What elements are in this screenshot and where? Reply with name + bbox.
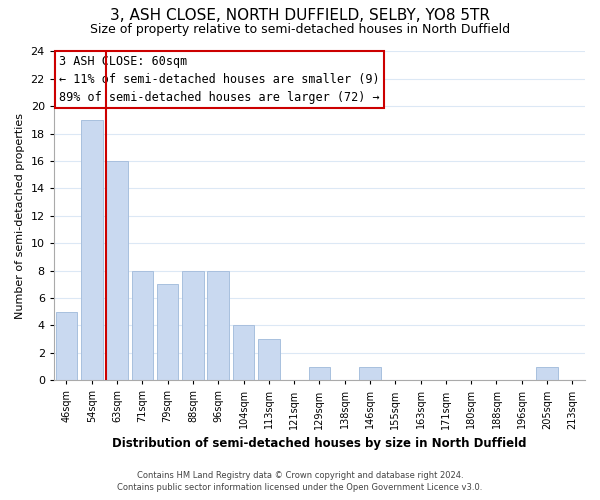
Bar xyxy=(208,270,229,380)
X-axis label: Distribution of semi-detached houses by size in North Duffield: Distribution of semi-detached houses by … xyxy=(112,437,527,450)
Text: 3, ASH CLOSE, NORTH DUFFIELD, SELBY, YO8 5TR: 3, ASH CLOSE, NORTH DUFFIELD, SELBY, YO8… xyxy=(110,8,490,22)
Bar xyxy=(359,366,381,380)
Y-axis label: Number of semi-detached properties: Number of semi-detached properties xyxy=(15,113,25,319)
Text: Size of property relative to semi-detached houses in North Duffield: Size of property relative to semi-detach… xyxy=(90,22,510,36)
Bar xyxy=(258,339,280,380)
Bar xyxy=(308,366,330,380)
Bar xyxy=(56,312,77,380)
Bar xyxy=(536,366,558,380)
Bar xyxy=(131,270,153,380)
Bar xyxy=(182,270,203,380)
Bar xyxy=(106,161,128,380)
Bar xyxy=(81,120,103,380)
Bar xyxy=(233,326,254,380)
Bar xyxy=(157,284,178,380)
Text: 3 ASH CLOSE: 60sqm
← 11% of semi-detached houses are smaller (9)
89% of semi-det: 3 ASH CLOSE: 60sqm ← 11% of semi-detache… xyxy=(59,55,380,104)
Text: Contains HM Land Registry data © Crown copyright and database right 2024.
Contai: Contains HM Land Registry data © Crown c… xyxy=(118,471,482,492)
